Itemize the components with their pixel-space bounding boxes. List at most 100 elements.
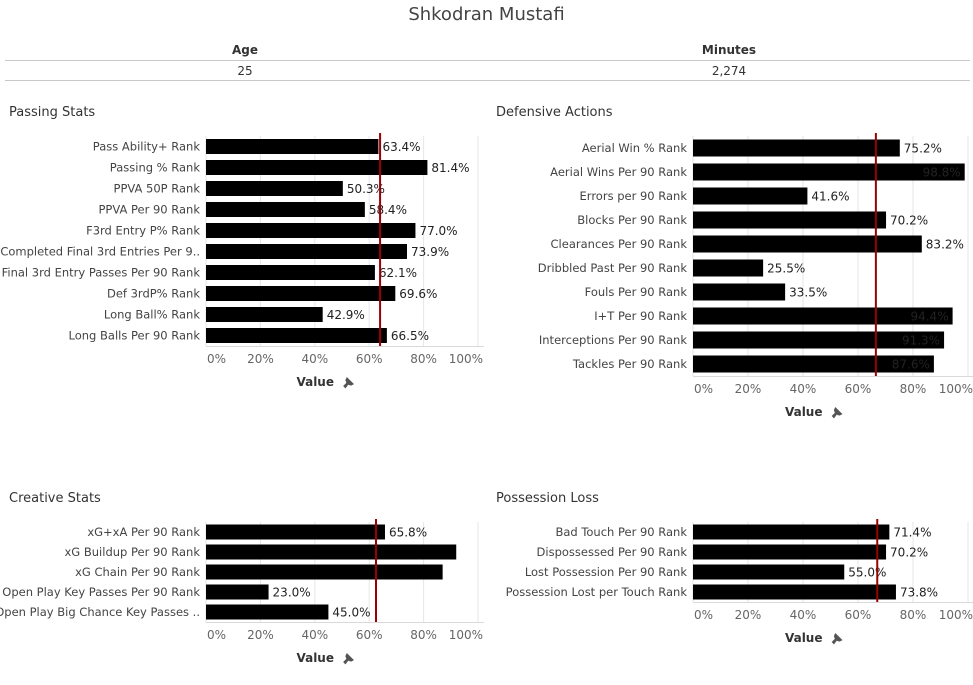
possession-tick-label: 0% xyxy=(694,608,713,622)
passing-bar xyxy=(206,265,375,280)
creative-category-label: xG Chain Per 90 Rank xyxy=(75,565,200,579)
passing-category-label: Long Ball% Rank xyxy=(104,308,200,322)
defensive-bar xyxy=(693,163,965,181)
creative-category-label: Open Play Big Chance Key Passes .. xyxy=(0,605,200,619)
passing-category-label: Completed Final 3rd Entries Per 9.. xyxy=(0,245,200,259)
creative-bar xyxy=(206,584,269,600)
passing-value-label: 50.3% xyxy=(347,182,385,196)
passing-value-label: 58.4% xyxy=(369,203,407,217)
pin-icon xyxy=(831,632,843,645)
defensive-tick-label: 100% xyxy=(939,382,973,396)
header-divider xyxy=(5,60,970,61)
passing-bar xyxy=(206,307,323,322)
possession-tick-label: 20% xyxy=(735,608,762,622)
possession-tick-label: 80% xyxy=(900,608,927,622)
passing-bar xyxy=(206,223,416,238)
passing-category-label: Final 3rd Entry Passes Per 90 Rank xyxy=(2,266,201,280)
defensive-category-label: Dribbled Past Per 90 Rank xyxy=(538,261,688,275)
possession-category-label: Bad Touch Per 90 Rank xyxy=(555,525,687,539)
possession-tick-label: 60% xyxy=(845,608,872,622)
possession-tick-label: 100% xyxy=(939,608,973,622)
creative-axis-title: Value xyxy=(296,651,334,665)
passing-category-label: F3rd Entry P% Rank xyxy=(86,224,200,238)
passing-bar xyxy=(206,328,387,343)
minutes-header: Minutes xyxy=(701,43,757,57)
passing-value-label: 69.6% xyxy=(399,287,437,301)
possession-value-label: 73.8% xyxy=(900,586,938,600)
passing-bar xyxy=(206,202,365,217)
possession-tick-label: 40% xyxy=(790,608,817,622)
passing-value-label: 66.5% xyxy=(391,329,429,343)
creative-bar xyxy=(206,604,329,620)
defensive-tick-label: 0% xyxy=(694,382,713,396)
possession-bar xyxy=(693,584,896,600)
possession-category-label: Dispossessed Per 90 Rank xyxy=(537,545,688,559)
defensive-value-label: 70.2% xyxy=(890,214,928,228)
passing-value-label: 77.0% xyxy=(419,224,457,238)
passing-axis-title: Value xyxy=(296,375,334,389)
creative-bar xyxy=(206,544,457,560)
passing-value-label: 63.4% xyxy=(382,140,420,154)
defensive-bar xyxy=(693,187,808,205)
defensive-tick-label: 80% xyxy=(900,382,927,396)
passing-stats-title: Passing Stats xyxy=(9,105,96,120)
header-bottom-divider xyxy=(5,80,970,81)
creative-stats-title: Creative Stats xyxy=(9,491,101,506)
passing-category-label: PPVA 50P Rank xyxy=(114,182,201,196)
passing-bar xyxy=(206,139,379,154)
passing-value-label: 42.9% xyxy=(327,308,365,322)
creative-tick-label: 20% xyxy=(247,628,274,642)
defensive-category-label: Aerial Wins Per 90 Rank xyxy=(550,165,687,179)
passing-tick-label: 60% xyxy=(356,352,383,366)
creative-category-label: xG+xA Per 90 Rank xyxy=(87,525,200,539)
creative-value-label: 45.0% xyxy=(332,606,370,620)
defensive-axis-title: Value xyxy=(785,405,823,419)
defensive-tick-label: 40% xyxy=(790,382,817,396)
defensive-bar xyxy=(693,259,764,277)
pin-icon xyxy=(831,406,843,419)
defensive-value-label: 94.4% xyxy=(910,310,948,324)
possession-value-label: 70.2% xyxy=(890,546,928,560)
defensive-value-label: 25.5% xyxy=(767,262,805,276)
passing-bar xyxy=(206,160,428,175)
defensive-category-label: Interceptions Per 90 Rank xyxy=(539,333,687,347)
possession-value-label: 55.0% xyxy=(848,566,886,580)
possession-loss-title: Possession Loss xyxy=(496,491,599,506)
defensive-bar xyxy=(693,355,934,373)
possession-bar xyxy=(693,524,890,540)
passing-value-label: 81.4% xyxy=(431,161,469,175)
passing-tick-label: 100% xyxy=(449,352,483,366)
passing-category-label: Pass Ability+ Rank xyxy=(93,140,201,154)
passing-bar xyxy=(206,181,343,196)
creative-value-label: 23.0% xyxy=(273,586,311,600)
defensive-category-label: Fouls Per 90 Rank xyxy=(585,285,688,299)
defensive-category-label: Blocks Per 90 Rank xyxy=(577,213,687,227)
defensive-bar xyxy=(693,211,887,229)
possession-category-label: Possession Lost per Touch Rank xyxy=(506,585,688,599)
possession-bar xyxy=(693,564,845,580)
defensive-bar xyxy=(693,283,786,301)
defensive-category-label: Errors per 90 Rank xyxy=(580,189,688,203)
passing-value-label: 73.9% xyxy=(411,245,449,259)
defensive-value-label: 41.6% xyxy=(811,190,849,204)
creative-tick-label: 80% xyxy=(410,628,437,642)
creative-tick-label: 40% xyxy=(301,628,328,642)
defensive-category-label: I+T Per 90 Rank xyxy=(594,309,687,323)
defensive-bar xyxy=(693,235,922,253)
defensive-tick-label: 60% xyxy=(845,382,872,396)
creative-tick-label: 100% xyxy=(449,628,483,642)
defensive-value-label: 87.6% xyxy=(892,358,930,372)
possession-category-label: Lost Possession Per 90 Rank xyxy=(525,565,688,579)
passing-tick-label: 0% xyxy=(207,352,226,366)
possession-bar xyxy=(693,544,887,560)
passing-category-label: Def 3rdP% Rank xyxy=(107,287,200,301)
defensive-category-label: Aerial Win % Rank xyxy=(582,141,687,155)
passing-tick-label: 40% xyxy=(301,352,328,366)
defensive-category-label: Tackles Per 90 Rank xyxy=(572,357,687,371)
defensive-category-label: Clearances Per 90 Rank xyxy=(551,237,688,251)
defensive-value-label: 75.2% xyxy=(904,142,942,156)
passing-bar xyxy=(206,244,408,259)
passing-bar xyxy=(206,286,396,301)
defensive-bar xyxy=(693,307,953,325)
